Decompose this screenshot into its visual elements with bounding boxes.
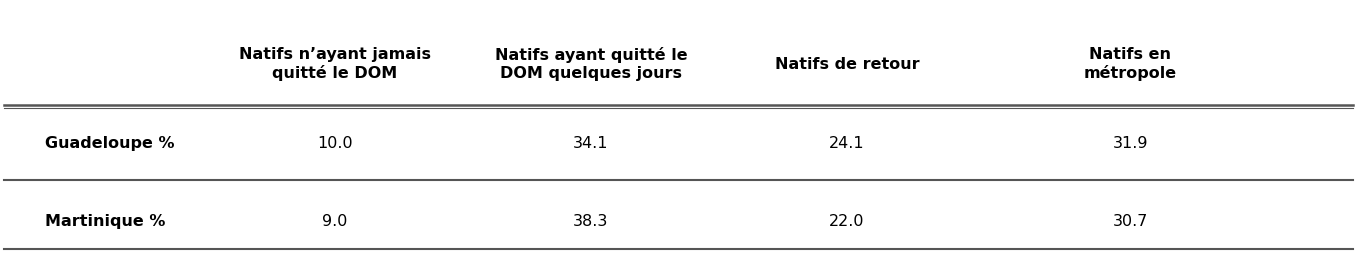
Text: Martinique %: Martinique % bbox=[45, 214, 166, 229]
Text: Natifs ayant quitté le
DOM quelques jours: Natifs ayant quitté le DOM quelques jour… bbox=[494, 47, 687, 81]
Text: 34.1: 34.1 bbox=[573, 136, 608, 151]
Text: Natifs en
métropole: Natifs en métropole bbox=[1084, 47, 1177, 81]
Text: Guadeloupe %: Guadeloupe % bbox=[45, 136, 174, 151]
Text: 10.0: 10.0 bbox=[316, 136, 353, 151]
Text: Natifs de retour: Natifs de retour bbox=[775, 57, 920, 71]
Text: 9.0: 9.0 bbox=[322, 214, 347, 229]
Text: 30.7: 30.7 bbox=[1113, 214, 1148, 229]
Text: 38.3: 38.3 bbox=[573, 214, 608, 229]
Text: 24.1: 24.1 bbox=[829, 136, 864, 151]
Text: Natifs n’ayant jamais
quitté le DOM: Natifs n’ayant jamais quitté le DOM bbox=[239, 47, 430, 81]
Text: 22.0: 22.0 bbox=[829, 214, 864, 229]
Text: 31.9: 31.9 bbox=[1113, 136, 1148, 151]
